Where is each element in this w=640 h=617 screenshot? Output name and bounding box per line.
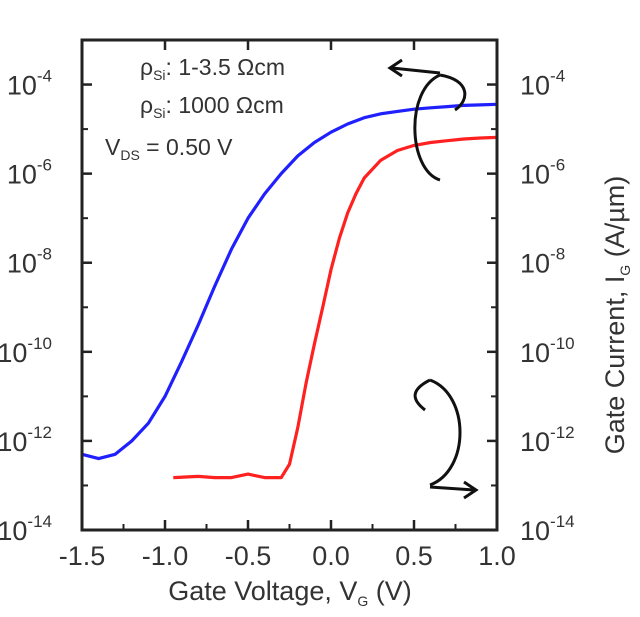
lower-loop-arrow-icon	[413, 378, 462, 487]
upper-loop-arrow-icon	[413, 73, 467, 182]
x-tick-label: -1.5	[59, 541, 106, 571]
lower-pointer-head-icon	[463, 480, 479, 500]
y-tick-label: 10-6	[7, 156, 52, 190]
upper-pointer-arrow-icon	[391, 66, 441, 75]
x-axis-label: Gate Voltage, VG (V)	[168, 576, 412, 609]
x-tick-label: 0.0	[312, 541, 350, 571]
y-tick-label: 10-14	[0, 512, 52, 546]
y2-tick-label: 10-8	[520, 245, 565, 279]
series-line-0	[81, 102, 498, 461]
upper-pointer-head-icon	[387, 58, 403, 78]
arrow-annotations	[387, 58, 479, 500]
y-tick-label: 10-10	[0, 334, 52, 368]
ticks-group: -1.5 -1.0 -0.5 0.0 0.5 1.0 10-4 10-4 10-6 10-6 10-…	[0, 39, 575, 571]
series-group	[81, 102, 498, 480]
y-tick-label: 10-12	[0, 423, 52, 457]
series-line-1	[173, 135, 498, 480]
x-tick-label: -0.5	[225, 541, 272, 571]
y2-tick-label: 10-14	[520, 512, 575, 546]
y2-tick-label: 10-6	[520, 156, 565, 190]
y2-tick-label: 10-10	[520, 334, 575, 368]
y-tick-label: 10-8	[7, 245, 52, 279]
lower-pointer-arrow-icon	[429, 485, 475, 492]
annotation-vds: VDS = 0.50 V	[105, 134, 233, 163]
y2-axis-label: Gate Current, IG (A/µm)	[600, 176, 633, 455]
x-tick-label: 0.5	[395, 541, 433, 571]
y-tick-label: 10-4	[7, 67, 52, 101]
y2-tick-label: 10-12	[520, 423, 575, 457]
annotation-rho-1: ρSi: 1-3.5 Ωcm	[140, 54, 285, 83]
x-tick-label: -1.0	[142, 541, 189, 571]
x-tick-label: 1.0	[478, 541, 516, 571]
y2-tick-label: 10-4	[520, 67, 565, 101]
annotation-rho-2: ρSi: 1000 Ωcm	[140, 92, 284, 121]
